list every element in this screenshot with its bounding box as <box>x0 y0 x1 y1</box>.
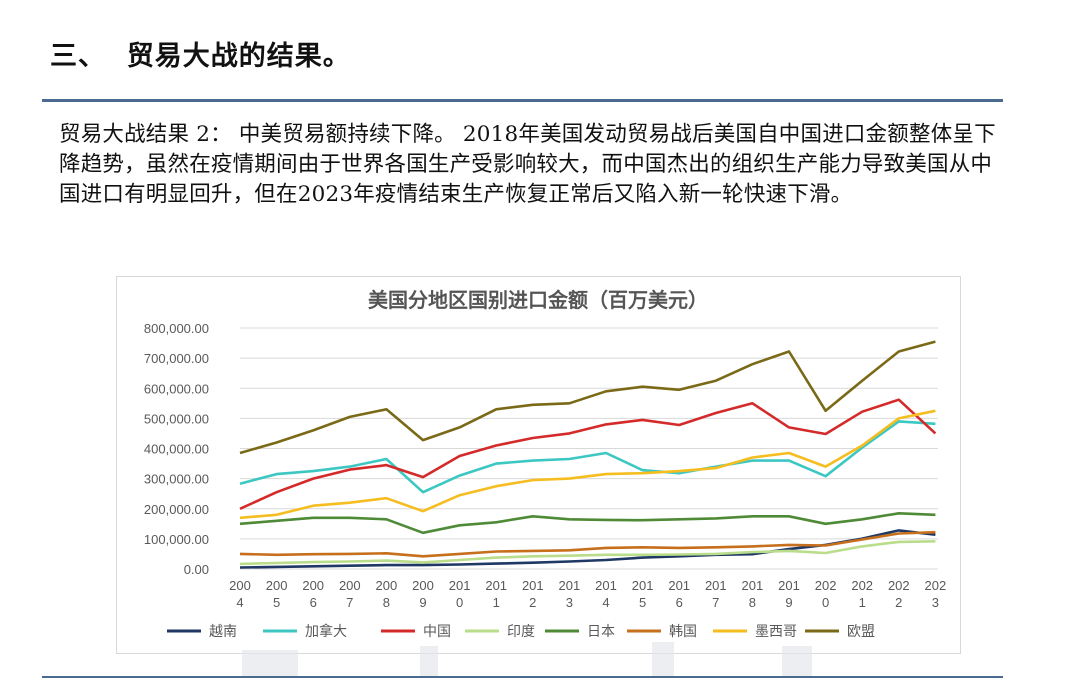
series-line-中国 <box>239 398 937 510</box>
x-tick-label-top: 201 <box>449 578 471 593</box>
heading-divider <box>42 99 1003 102</box>
x-tick-label-top: 202 <box>815 578 837 593</box>
y-tick-label: 200,000.00 <box>144 502 209 517</box>
x-tick-label-top: 202 <box>925 578 947 593</box>
x-tick-label-bottom: 8 <box>749 595 756 610</box>
series-line-印度 <box>239 540 936 566</box>
x-tick-label-bottom: 2 <box>895 595 902 610</box>
x-tick-label-top: 201 <box>632 578 654 593</box>
legend-label: 墨西哥 <box>755 624 797 640</box>
x-axis-ticks: 2004200520062007200820092010201120122013… <box>229 578 946 610</box>
footer-divider <box>42 676 1003 678</box>
grid-layer <box>240 327 938 570</box>
x-tick-label-bottom: 1 <box>493 595 500 610</box>
x-tick-label-top: 201 <box>778 578 800 593</box>
legend-label: 越南 <box>209 624 237 640</box>
x-tick-label-top: 202 <box>851 578 873 593</box>
x-tick-label-bottom: 6 <box>310 595 317 610</box>
series-line-韩国 <box>239 530 936 558</box>
x-tick-label-bottom: 0 <box>822 595 829 610</box>
legend-label: 中国 <box>423 624 451 640</box>
chart-legend: 越南 加拿大 中国 印度 日本 韩国 墨西哥 欧盟 <box>167 623 875 640</box>
y-tick-label: 500,000.00 <box>144 411 209 426</box>
series-line-加拿大 <box>239 420 936 494</box>
y-tick-label: 600,000.00 <box>144 381 209 396</box>
x-tick-label-top: 201 <box>668 578 690 593</box>
x-tick-label-top: 201 <box>559 578 581 593</box>
x-tick-label-top: 201 <box>522 578 544 593</box>
x-tick-label-bottom: 0 <box>456 595 463 610</box>
y-tick-label: 0.00 <box>184 562 209 577</box>
x-tick-label-top: 201 <box>742 578 764 593</box>
x-tick-label-bottom: 4 <box>602 595 609 610</box>
x-tick-label-bottom: 6 <box>676 595 683 610</box>
x-tick-label-top: 201 <box>485 578 507 593</box>
legend-label: 欧盟 <box>847 624 875 640</box>
series-line-欧盟 <box>239 340 936 455</box>
x-tick-label-bottom: 3 <box>566 595 573 610</box>
watermark-building-far-right <box>782 646 812 676</box>
legend-label: 加拿大 <box>305 623 347 640</box>
x-tick-label-bottom: 9 <box>785 595 792 610</box>
legend-label: 韩国 <box>669 624 697 640</box>
section-heading: 三、 贸易大战的结果。 <box>50 41 351 72</box>
legend-label: 日本 <box>587 624 615 640</box>
chart-title: 美国分地区国别进口金额（百万美元） <box>368 288 708 312</box>
x-tick-label-bottom: 4 <box>236 595 243 610</box>
series-line-日本 <box>239 512 936 535</box>
x-tick-label-bottom: 9 <box>419 595 426 610</box>
series-layer <box>239 340 937 569</box>
y-tick-label: 300,000.00 <box>144 472 209 487</box>
x-tick-label-top: 200 <box>302 578 324 593</box>
import-chart: 美国分地区国别进口金额（百万美元） 0.00 100,000.00 200,000.… <box>116 276 961 654</box>
y-tick-label: 100,000.00 <box>144 532 209 547</box>
watermark-building-left <box>242 650 298 676</box>
x-tick-label-top: 201 <box>705 578 727 593</box>
y-tick-label: 700,000.00 <box>144 351 209 366</box>
x-tick-label-top: 200 <box>339 578 361 593</box>
x-tick-label-top: 200 <box>229 578 251 593</box>
x-tick-label-bottom: 5 <box>639 595 646 610</box>
x-tick-label-bottom: 8 <box>383 595 390 610</box>
watermark-building-right <box>652 642 674 676</box>
y-tick-label: 800,000.00 <box>144 321 209 336</box>
body-paragraph: 贸易大战结果 2： 中美贸易额持续下降。 2018年美国发动贸易战后美国自中国进… <box>59 122 996 207</box>
x-tick-label-top: 201 <box>595 578 617 593</box>
series-line-墨西哥 <box>239 409 936 520</box>
x-tick-label-top: 200 <box>376 578 398 593</box>
watermark-building-mid <box>420 646 438 676</box>
x-tick-label-top: 200 <box>412 578 434 593</box>
x-tick-label-bottom: 2 <box>529 595 536 610</box>
x-tick-label-top: 200 <box>266 578 288 593</box>
x-tick-label-top: 202 <box>888 578 910 593</box>
x-tick-label-bottom: 1 <box>859 595 866 610</box>
legend-label: 印度 <box>507 624 535 640</box>
x-tick-label-bottom: 5 <box>273 595 280 610</box>
chart-canvas: 美国分地区国别进口金额（百万美元） 0.00 100,000.00 200,000.… <box>144 288 946 640</box>
y-axis-ticks: 0.00 100,000.00 200,000.00 300,000.00 400,00… <box>144 321 209 577</box>
x-tick-label-bottom: 7 <box>346 595 353 610</box>
y-tick-label: 400,000.00 <box>144 442 209 457</box>
x-tick-label-bottom: 3 <box>932 595 939 610</box>
x-tick-label-bottom: 7 <box>712 595 719 610</box>
